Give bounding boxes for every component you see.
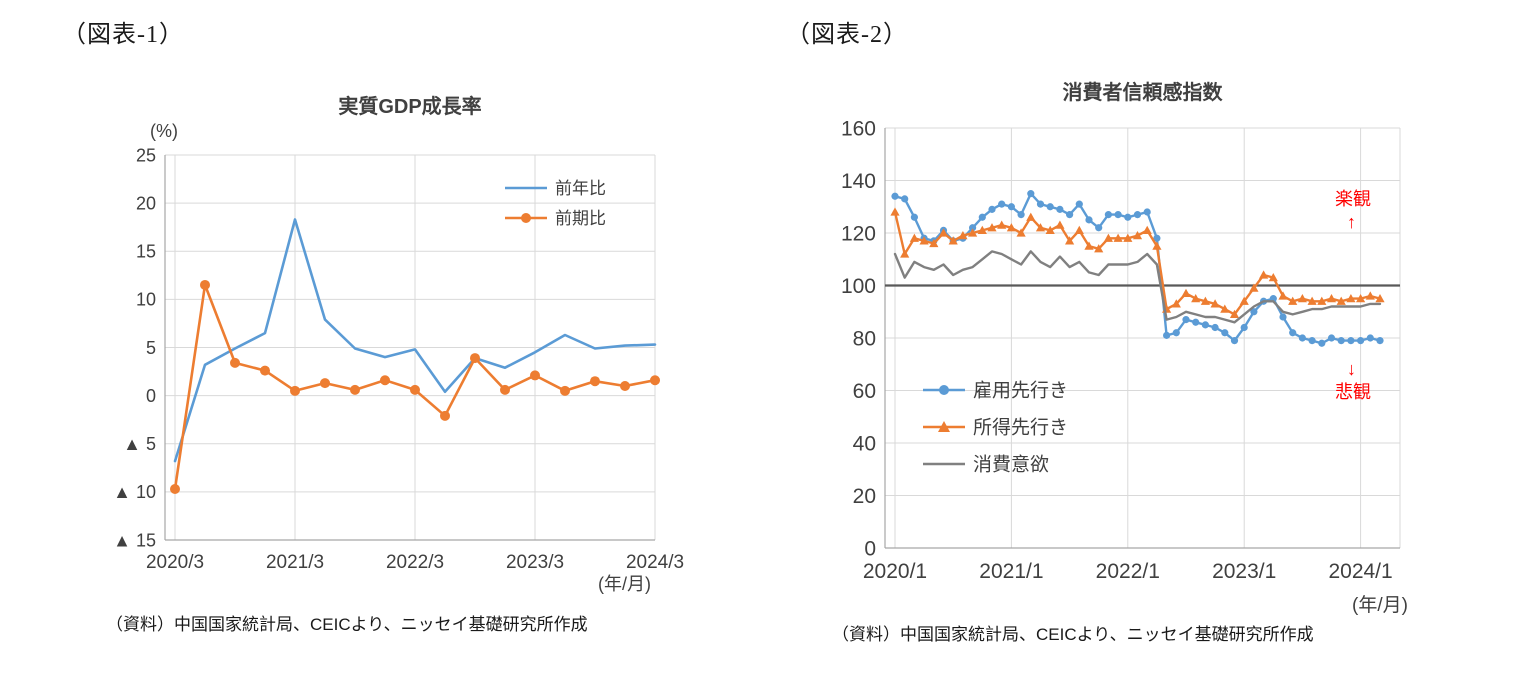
x-tick-label: 2020/3 <box>146 552 204 573</box>
series-line-0 <box>173 218 657 463</box>
x-tick-label: 2024/1 <box>1328 560 1392 583</box>
x-tick-label: 2020/1 <box>863 560 927 583</box>
legend-marker-1 <box>521 213 531 223</box>
x-tick-label: 2023/1 <box>1212 560 1276 583</box>
legend-label-0: 雇用先行き <box>973 380 1068 402</box>
y-tick-label: 120 <box>841 222 876 245</box>
y-tick-label: ▲ 5 <box>123 434 156 454</box>
x-tick-label: 2022/1 <box>1096 560 1160 583</box>
legend-label-0: 前年比 <box>555 179 606 198</box>
figure1-chart-title: 実質GDP成長率 <box>338 96 482 118</box>
y-tick-label: 20 <box>136 193 156 213</box>
y-tick-label: ▲ 10 <box>113 482 156 502</box>
y-tick-label: 100 <box>841 275 876 298</box>
y-tick-label: 160 <box>841 117 876 140</box>
y-tick-label: 20 <box>853 485 876 508</box>
y-tick-label: ▲ 15 <box>113 530 156 550</box>
x-tick-label: 2024/3 <box>626 552 684 573</box>
figure1-y-unit-label: (%) <box>150 121 178 141</box>
legend-marker-0 <box>939 385 949 395</box>
series-markers-0 <box>891 190 1384 347</box>
figure2-label: （図表-2） <box>786 22 908 48</box>
x-tick-label: 2023/3 <box>506 552 564 573</box>
legend-label-2: 消費意欲 <box>973 454 1049 476</box>
figure2-x-unit-label: (年/月) <box>1352 595 1408 616</box>
legend-marker-1 <box>938 421 950 432</box>
figure1-x-unit-label: (年/月) <box>598 574 651 594</box>
y-tick-label: 5 <box>146 338 156 358</box>
pessimism-down-arrow-icon: ↓ <box>1347 359 1356 379</box>
y-tick-label: 40 <box>853 432 876 455</box>
x-tick-label: 2022/3 <box>386 552 444 573</box>
pessimism-label: 悲観 <box>1335 382 1371 402</box>
figure2-chart-title: 消費者信頼感指数 <box>1062 82 1223 104</box>
optimism-up-arrow-icon: ↑ <box>1347 212 1356 232</box>
y-tick-label: 10 <box>136 290 156 310</box>
y-tick-label: 25 <box>136 145 156 165</box>
legend-label-1: 前期比 <box>555 209 606 228</box>
figure2-source: （資料）中国国家統計局、CEICより、ニッセイ基礎研究所作成 <box>832 625 1314 644</box>
series-markers-1 <box>170 279 660 494</box>
figure1-source: （資料）中国国家統計局、CEICより、ニッセイ基礎研究所作成 <box>106 615 588 634</box>
y-tick-label: 0 <box>146 386 156 406</box>
optimism-label: 楽観 <box>1335 189 1371 209</box>
y-tick-label: 80 <box>853 327 876 350</box>
x-tick-label: 2021/3 <box>266 552 324 573</box>
y-tick-label: 15 <box>136 242 156 262</box>
series-line-2 <box>893 250 1382 324</box>
figure1-label: （図表-1） <box>62 22 184 48</box>
legend-label-1: 所得先行き <box>973 417 1068 439</box>
x-tick-label: 2021/1 <box>979 560 1043 583</box>
y-tick-label: 0 <box>864 537 876 560</box>
y-tick-label: 60 <box>853 380 876 403</box>
y-tick-label: 140 <box>841 170 876 193</box>
series-line-1 <box>893 210 1382 316</box>
series-markers-1 <box>890 207 1385 318</box>
